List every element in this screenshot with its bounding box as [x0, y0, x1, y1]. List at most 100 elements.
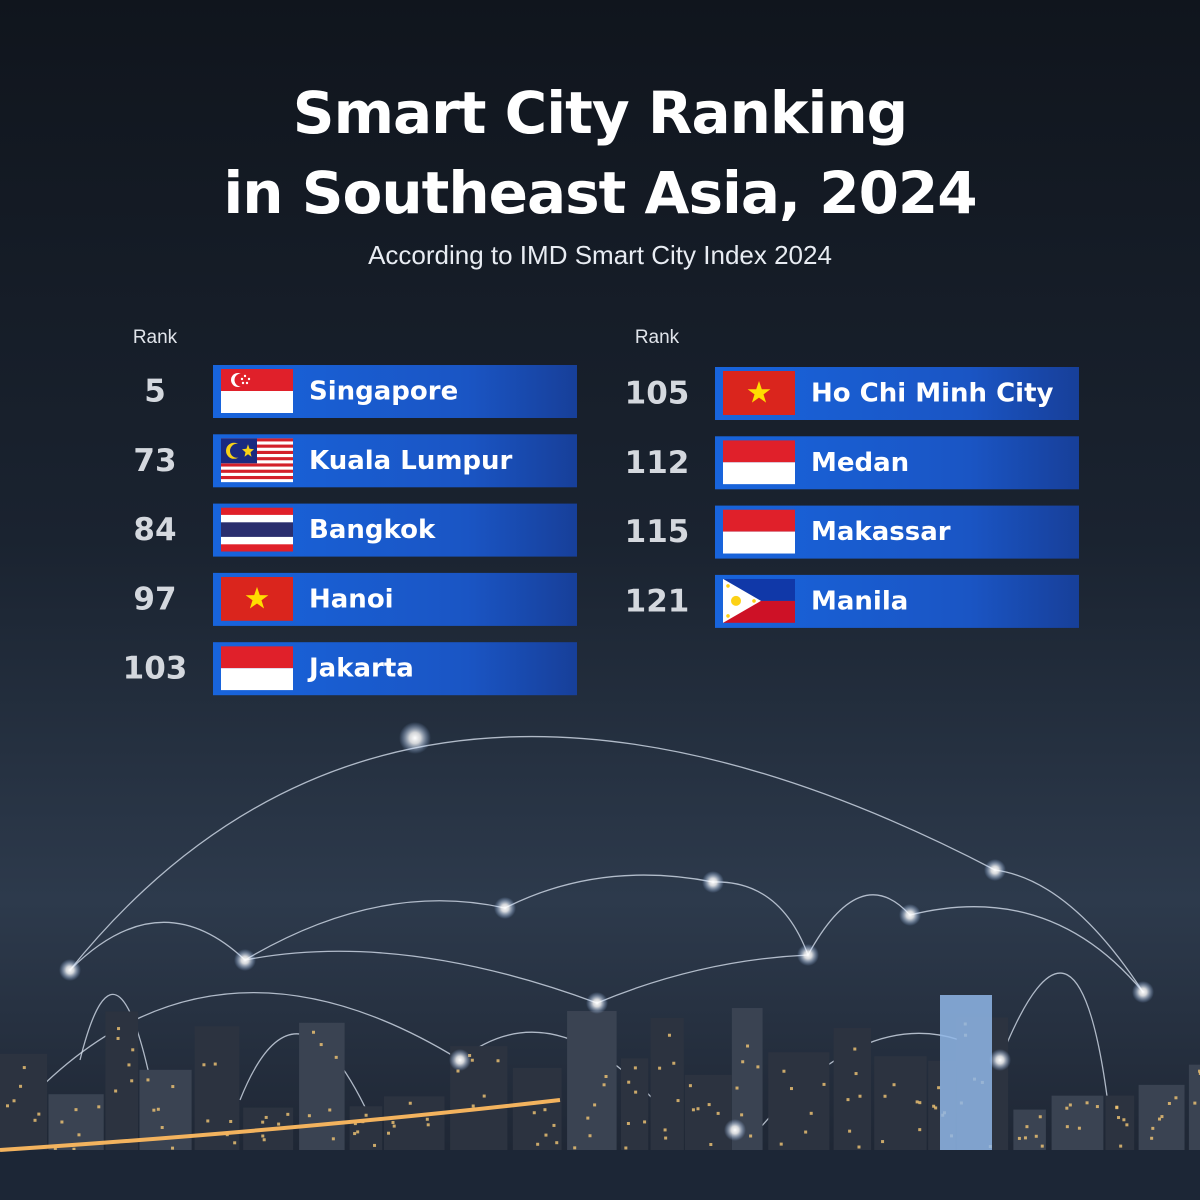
window-light — [496, 1059, 500, 1063]
light-node — [797, 944, 819, 966]
window-light — [626, 1122, 630, 1126]
window-light — [171, 1146, 175, 1150]
window-light — [22, 1066, 26, 1070]
window-light — [261, 1120, 265, 1124]
window-light — [160, 1126, 164, 1130]
window-light — [77, 1133, 81, 1137]
window-light — [586, 1116, 590, 1120]
window-light — [555, 1141, 559, 1145]
window-light — [604, 1074, 608, 1078]
flag — [723, 371, 795, 415]
window-light — [146, 1078, 150, 1082]
title-line: in Southeast Asia, 2024 — [223, 159, 976, 227]
window-light — [672, 1061, 676, 1065]
rank: 5 — [144, 374, 166, 410]
window-light — [131, 1048, 135, 1052]
city-name: Kuala Lumpur — [309, 446, 513, 476]
window-light — [286, 1112, 290, 1116]
light-node — [899, 904, 921, 926]
window-light — [667, 1033, 671, 1037]
rank: 103 — [123, 651, 188, 687]
window-light — [857, 1145, 861, 1149]
city-name: Jakarta — [307, 654, 414, 684]
light-node — [399, 722, 431, 754]
window-light — [152, 1108, 156, 1112]
window-light — [756, 1065, 760, 1069]
city-name: Makassar — [811, 517, 951, 547]
window-light — [408, 1101, 412, 1105]
window-light — [915, 1100, 919, 1104]
window-light — [53, 1146, 57, 1150]
flag — [221, 646, 293, 691]
window-light — [328, 1108, 332, 1112]
window-light — [1119, 1144, 1123, 1148]
window-light — [33, 1118, 37, 1122]
flag — [723, 578, 795, 623]
window-light — [426, 1123, 430, 1127]
window-light — [114, 1089, 118, 1093]
window-light — [848, 1129, 852, 1133]
window-light — [1065, 1125, 1069, 1129]
window-light — [391, 1120, 395, 1124]
window-light — [74, 1108, 78, 1112]
window-light — [117, 1027, 121, 1031]
city-name: Singapore — [309, 377, 458, 407]
skyline — [0, 722, 1200, 1200]
window-light — [892, 1083, 896, 1087]
window-light — [264, 1115, 268, 1119]
window-light — [353, 1132, 357, 1136]
window-light — [1198, 1069, 1200, 1073]
light-node — [234, 949, 256, 971]
window-light — [261, 1134, 265, 1138]
window-light — [782, 1069, 786, 1073]
window-light — [881, 1140, 885, 1144]
window-light — [543, 1108, 547, 1112]
window-light — [233, 1141, 237, 1145]
city-name: Bangkok — [309, 515, 436, 545]
window-light — [97, 1105, 101, 1109]
window-light — [1077, 1126, 1081, 1130]
light-node — [586, 992, 608, 1014]
light-node — [449, 1049, 471, 1071]
window-light — [779, 1142, 783, 1146]
light-node — [59, 959, 81, 981]
window-light — [262, 1138, 266, 1142]
window-light — [932, 1104, 936, 1108]
window-light — [1193, 1101, 1197, 1105]
window-light — [634, 1090, 638, 1094]
window-light — [319, 1043, 323, 1047]
window-light — [156, 1107, 160, 1111]
window-light — [593, 1103, 597, 1107]
window-light — [1085, 1101, 1089, 1105]
window-light — [588, 1134, 592, 1138]
window-light — [749, 1134, 753, 1138]
window-light — [353, 1122, 357, 1126]
window-light — [532, 1111, 536, 1115]
window-light — [60, 1120, 64, 1124]
window-light — [364, 1113, 368, 1117]
light-node — [1132, 981, 1154, 1003]
window-light — [470, 1058, 474, 1062]
flag — [723, 509, 795, 554]
city-name: Ho Chi Minh City — [811, 379, 1054, 409]
window-light — [1122, 1118, 1126, 1122]
window-light — [853, 1047, 857, 1051]
window-light — [37, 1112, 41, 1116]
window-light — [307, 1114, 311, 1118]
window-light — [456, 1069, 460, 1073]
rank: 73 — [133, 443, 176, 479]
window-light — [1038, 1115, 1042, 1119]
window-light — [331, 1137, 335, 1141]
window-light — [676, 1099, 680, 1103]
window-light — [1034, 1134, 1038, 1138]
window-light — [552, 1123, 556, 1127]
light-node — [494, 897, 516, 919]
window-light — [741, 1060, 745, 1064]
flag — [221, 507, 293, 552]
rank: 84 — [133, 512, 176, 548]
window-light — [707, 1103, 711, 1107]
window-light — [854, 1072, 858, 1076]
window-light — [1040, 1144, 1044, 1148]
light-node — [989, 1049, 1011, 1071]
